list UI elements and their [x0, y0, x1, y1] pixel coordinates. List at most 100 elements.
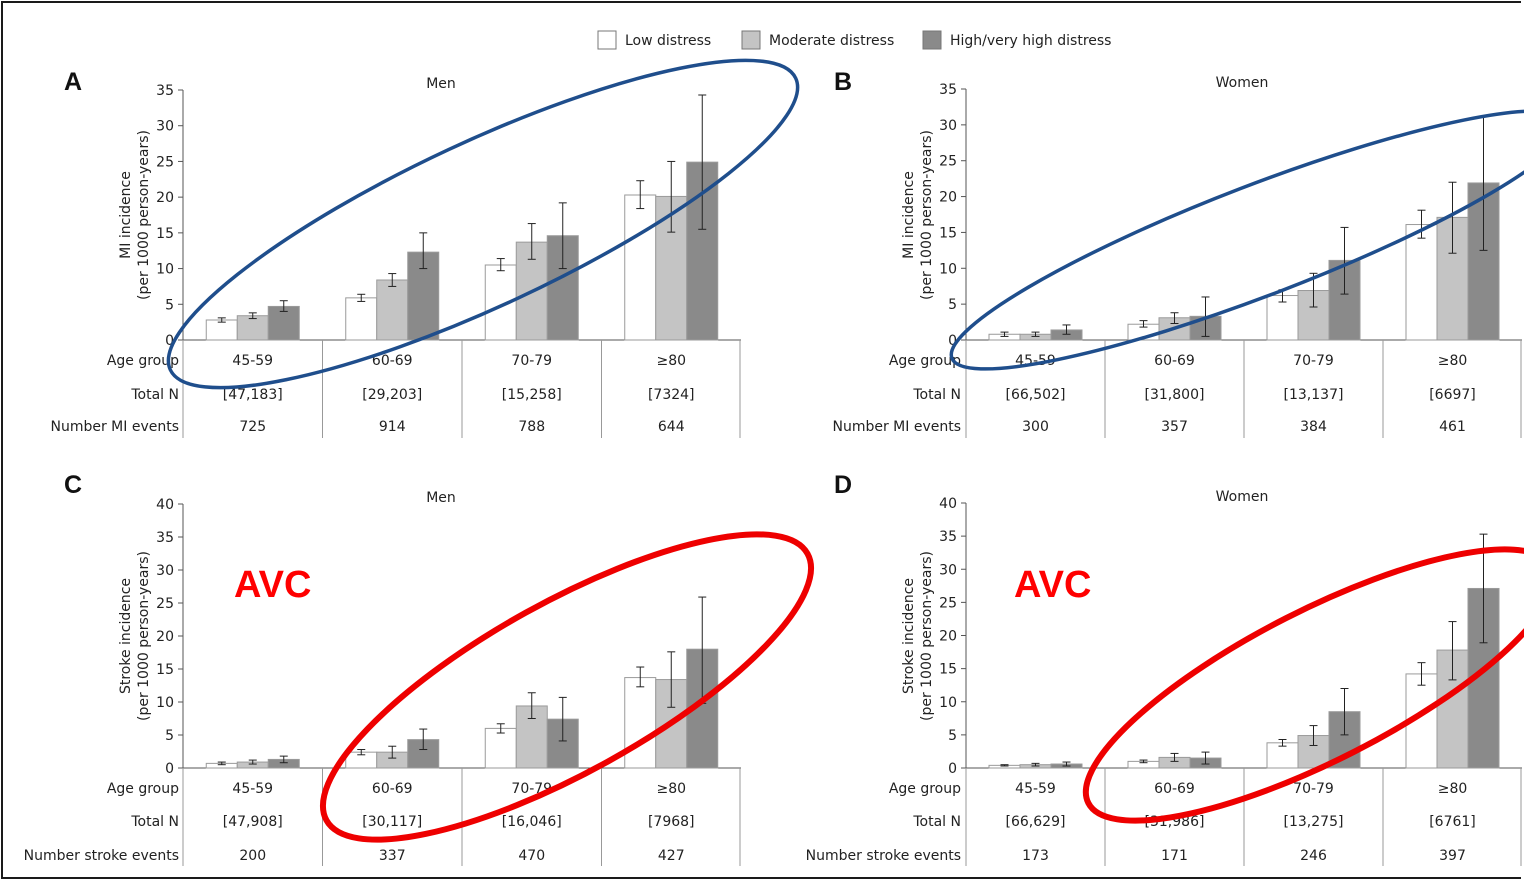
y-tick-label: 30 — [156, 119, 174, 135]
y-tick-label: 20 — [156, 190, 174, 206]
y-tick-label: 25 — [156, 596, 174, 612]
x-category-label: 60-69 — [1154, 781, 1195, 797]
table-cell: 357 — [1161, 419, 1188, 435]
table-row-label: Total N — [130, 814, 179, 830]
x-category-label: 60-69 — [372, 353, 413, 369]
legend-label: Moderate distress — [769, 33, 894, 49]
table-cell: [16,046] — [502, 814, 562, 830]
y-tick-label: 25 — [156, 154, 174, 170]
x-category-label: 45-59 — [232, 353, 273, 369]
x-category-label: 45-59 — [232, 781, 273, 797]
highlight-ellipse-c — [319, 531, 815, 843]
table-row-label: Total N — [912, 814, 961, 830]
y-tick-label: 0 — [165, 761, 174, 777]
table-cell: 200 — [239, 848, 266, 864]
x-category-label: 70-79 — [1293, 353, 1334, 369]
table-cell: 173 — [1022, 848, 1049, 864]
y-tick-label: 10 — [156, 262, 174, 278]
y-tick-label: 0 — [948, 761, 957, 777]
y-tick-label: 0 — [948, 333, 957, 349]
x-category-label: ≥80 — [1438, 353, 1468, 369]
table-cell: 427 — [658, 848, 685, 864]
y-tick-label: 10 — [156, 695, 174, 711]
bar — [345, 297, 378, 341]
panel-title: Women — [1216, 489, 1269, 505]
bar — [1266, 295, 1299, 341]
table-cell: [13,137] — [1284, 387, 1344, 403]
panel-a: A Men MI incidence (per 1000 person-years) 0… — [50, 68, 741, 438]
y-axis-label-line: Stroke incidence — [118, 578, 134, 694]
y-tick-label: 0 — [165, 333, 174, 349]
legend-item: Moderate distress — [741, 30, 894, 50]
y-axis-label: MI incidence (per 1000 person-years) — [901, 130, 935, 300]
panel-letter: D — [834, 471, 852, 499]
x-category-label: 60-69 — [1154, 353, 1195, 369]
y-axis-label: MI incidence (per 1000 person-years) — [118, 130, 152, 300]
annotation-label: AVC — [1014, 564, 1091, 606]
table-cell: 461 — [1439, 419, 1466, 435]
y-axis-label-line: (per 1000 person-years) — [136, 551, 152, 721]
table-cell: 384 — [1300, 419, 1327, 435]
y-tick-label: 20 — [939, 629, 957, 645]
table-cell: 644 — [658, 419, 685, 435]
table-row-label: Number MI events — [832, 419, 961, 435]
table-cell: [47,183] — [223, 387, 283, 403]
x-category-label: 60-69 — [372, 781, 413, 797]
y-axis-label-line: Stroke incidence — [901, 578, 917, 694]
table-cell: [66,502] — [1006, 387, 1066, 403]
bar — [484, 727, 517, 769]
table-cell: 300 — [1022, 419, 1049, 435]
legend-label: Low distress — [625, 33, 711, 49]
table-cell: [6697] — [1429, 387, 1476, 403]
table-cell: [66,629] — [1006, 814, 1066, 830]
legend-swatch — [597, 30, 617, 50]
bar — [236, 315, 269, 341]
table-cell: [6761] — [1429, 814, 1476, 830]
panel-title: Men — [426, 76, 456, 92]
table-row-label: Age group — [889, 781, 961, 797]
y-tick-label: 10 — [939, 695, 957, 711]
table-cell: 397 — [1439, 848, 1466, 864]
legend-item: Low distress — [597, 30, 711, 50]
y-tick-label: 35 — [939, 82, 957, 98]
y-tick-label: 30 — [939, 118, 957, 134]
bar — [205, 319, 238, 341]
y-tick-label: 30 — [939, 562, 957, 578]
y-axis-label-line: (per 1000 person-years) — [136, 130, 152, 300]
table-cell: [7968] — [648, 814, 695, 830]
y-tick-label: 20 — [156, 629, 174, 645]
legend-item: High/very high distress — [922, 30, 1111, 50]
bar — [376, 279, 409, 341]
y-tick-label: 30 — [156, 563, 174, 579]
x-category-label: ≥80 — [1438, 781, 1468, 797]
y-axis-label: Stroke incidence (per 1000 person-years) — [118, 551, 152, 721]
table-row-label: Number stroke events — [806, 848, 961, 864]
y-tick-label: 15 — [939, 225, 957, 241]
y-tick-label: 35 — [939, 529, 957, 545]
y-tick-label: 25 — [939, 595, 957, 611]
x-category-label: ≥80 — [656, 781, 686, 797]
legend-label: High/very high distress — [950, 33, 1111, 49]
bar — [1405, 224, 1438, 341]
x-category-label: 70-79 — [511, 353, 552, 369]
y-axis-label-line: (per 1000 person-years) — [919, 551, 935, 721]
table-cell: 337 — [379, 848, 406, 864]
table-row-label: Age group — [107, 353, 179, 369]
table-row-label: Total N — [912, 387, 961, 403]
table-row-label: Number MI events — [50, 419, 179, 435]
table-cell: [15,258] — [502, 387, 562, 403]
legend-swatch — [741, 30, 761, 50]
table-cell: 470 — [518, 848, 545, 864]
panel-title: Women — [1216, 75, 1269, 91]
annotation-label: AVC — [234, 564, 311, 606]
table-row-label: Total N — [130, 387, 179, 403]
table-cell: 725 — [239, 419, 266, 435]
panel-title: Men — [426, 490, 456, 506]
y-axis-label-line: MI incidence — [901, 171, 917, 259]
y-axis-label-line: (per 1000 person-years) — [919, 130, 935, 300]
table-cell: 788 — [518, 419, 545, 435]
highlight-ellipse-a — [166, 58, 800, 390]
table-row-label: Number stroke events — [24, 848, 179, 864]
table-cell: 246 — [1300, 848, 1327, 864]
